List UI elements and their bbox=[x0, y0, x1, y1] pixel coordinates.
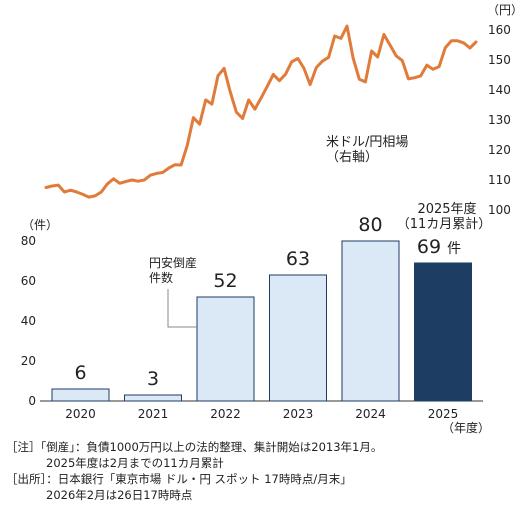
bar-2022 bbox=[196, 296, 255, 402]
bar-y-tick-60: 60 bbox=[21, 274, 36, 288]
highlight-note-line1: 2025年度 bbox=[417, 201, 476, 217]
bar-x-tick-2022: 2022 bbox=[210, 407, 241, 421]
bar-y-tick-labels: 0 20 40 60 80 bbox=[21, 234, 36, 408]
line-y-tick-100: 100 bbox=[488, 203, 511, 217]
note-line-1: ［注］「倒産」：負債1000万円以上の法的整理、集計開始は2013年1月。 bbox=[6, 440, 383, 454]
bar-x-tick-2023: 2023 bbox=[283, 407, 314, 421]
line-y-tick-130: 130 bbox=[488, 113, 511, 127]
bar-unit-label: （件） bbox=[22, 218, 58, 232]
bar-series-label-line1: 円安倒産 bbox=[149, 255, 197, 270]
bar-2021 bbox=[124, 394, 182, 402]
bar-x-tick-2024: 2024 bbox=[355, 407, 386, 421]
source-line-2: 2026年2月は26日17時時点 bbox=[46, 488, 193, 502]
bars bbox=[51, 240, 472, 402]
line-y-tick-120: 120 bbox=[488, 143, 511, 157]
bar-x-tick-2020: 2020 bbox=[65, 407, 96, 421]
line-y-tick-140: 140 bbox=[488, 83, 511, 97]
bar-2020 bbox=[51, 388, 110, 402]
line-series-label-line2: （右軸） bbox=[326, 150, 378, 165]
line-y-tick-150: 150 bbox=[488, 53, 511, 67]
bar-x-tick-2021: 2021 bbox=[138, 407, 169, 421]
fx-rate-line bbox=[44, 24, 478, 199]
note-line-2: 2025年度は2月までの11カ月累計 bbox=[46, 456, 224, 470]
bar-value-label-2025: 69 件 bbox=[417, 236, 461, 258]
line-y-tick-160: 160 bbox=[488, 23, 511, 37]
source-line-1: ［出所］：日本銀行「東京市場 ドル・円 スポット 17時時点/月末」 bbox=[6, 472, 352, 486]
line-series-label-line1: 米ドル/円相場 bbox=[326, 135, 408, 150]
bar-value-label-2023: 63 bbox=[286, 248, 310, 270]
bar-value-label-2024: 80 bbox=[358, 214, 382, 236]
highlight-note-line2: （11カ月累計） bbox=[397, 216, 492, 232]
bar-value-label-2022: 52 bbox=[213, 270, 237, 292]
bar-2024 bbox=[341, 240, 400, 402]
bar-value-label-2020: 6 bbox=[74, 362, 86, 384]
bar-2023 bbox=[269, 274, 327, 402]
x-unit-label: （年度） bbox=[442, 420, 490, 435]
bar-x-tick-2025: 2025 bbox=[428, 407, 459, 421]
bar-2025 bbox=[414, 262, 472, 402]
line-y-tick-110: 110 bbox=[488, 173, 511, 187]
bar-series-label-line2: 件数 bbox=[149, 270, 173, 285]
bar-value-label-2021: 3 bbox=[147, 368, 159, 390]
bar-y-tick-0: 0 bbox=[28, 394, 36, 408]
bar-y-tick-80: 80 bbox=[21, 234, 36, 248]
line-y-tick-labels: 100 110 120 130 140 150 160 bbox=[488, 23, 511, 217]
line-unit-label: （円） bbox=[487, 3, 520, 17]
bar-y-tick-40: 40 bbox=[21, 314, 36, 328]
bar-x-tick-labels: 2020 2021 2022 2023 2024 2025 bbox=[65, 407, 458, 421]
bar-series-leader-line bbox=[167, 289, 197, 328]
bar-y-tick-20: 20 bbox=[21, 354, 36, 368]
footnotes: ［注］「倒産」：負債1000万円以上の法的整理、集計開始は2013年1月。 20… bbox=[6, 439, 516, 503]
